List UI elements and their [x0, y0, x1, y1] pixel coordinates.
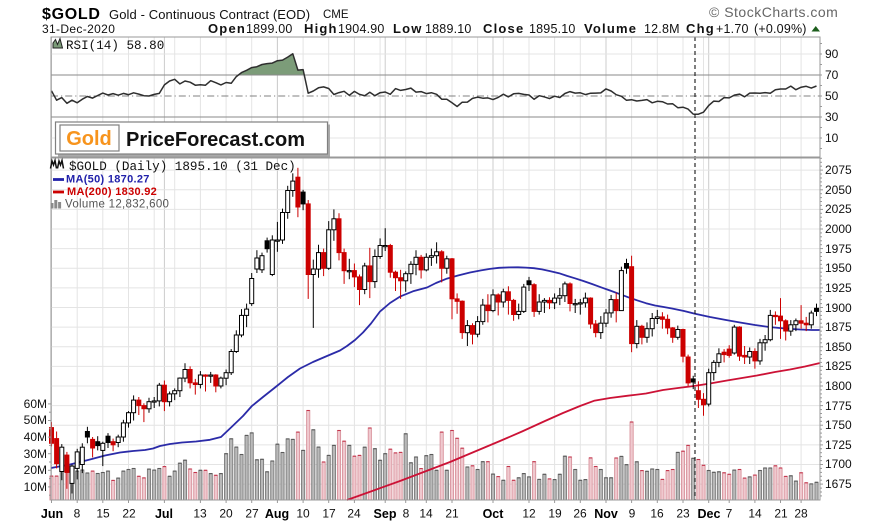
svg-text:50M: 50M: [24, 413, 47, 427]
svg-text:30: 30: [825, 110, 839, 124]
svg-text:1775: 1775: [825, 399, 852, 413]
svg-text:Jul: Jul: [155, 507, 173, 521]
svg-text:12.8M: 12.8M: [644, 22, 680, 36]
svg-text:Dec: Dec: [698, 507, 721, 521]
svg-text:1950: 1950: [825, 261, 852, 275]
svg-text:90: 90: [825, 47, 839, 61]
svg-text:High: High: [304, 21, 338, 36]
svg-text:70: 70: [825, 68, 839, 82]
svg-text:Volume 12,832,600: Volume 12,832,600: [65, 199, 169, 211]
svg-text:22: 22: [122, 507, 136, 521]
svg-text:10M: 10M: [24, 480, 47, 494]
svg-text:21: 21: [774, 507, 788, 521]
svg-text:8: 8: [403, 507, 410, 521]
svg-text:© StockCharts.com: © StockCharts.com: [709, 4, 838, 20]
svg-text:Volume: Volume: [584, 21, 637, 36]
svg-text:MA(50) 1870.27: MA(50) 1870.27: [66, 174, 150, 186]
svg-text:Oct: Oct: [483, 507, 505, 521]
svg-text:20M: 20M: [24, 463, 47, 477]
svg-text:27: 27: [245, 507, 259, 521]
svg-text:Gold - Continuous Contract (EO: Gold - Continuous Contract (EOD): [109, 7, 310, 22]
svg-text:CME: CME: [323, 9, 349, 21]
svg-text:Jun: Jun: [41, 507, 63, 521]
svg-text:1895.10: 1895.10: [529, 22, 576, 36]
svg-text:$GOLD (Daily) 1895.10 (31 Dec): $GOLD (Daily) 1895.10 (31 Dec): [69, 160, 296, 174]
svg-text:28: 28: [794, 507, 808, 521]
svg-text:Nov: Nov: [594, 507, 618, 521]
svg-text:40M: 40M: [24, 430, 47, 444]
svg-text:1750: 1750: [825, 418, 852, 432]
svg-text:1899.00: 1899.00: [246, 22, 293, 36]
svg-text:1800: 1800: [825, 379, 852, 393]
svg-text:12: 12: [522, 507, 536, 521]
svg-text:2075: 2075: [825, 163, 852, 177]
svg-text:(+0.09%): (+0.09%): [754, 22, 807, 36]
svg-text:1904.90: 1904.90: [338, 22, 385, 36]
svg-text:2025: 2025: [825, 202, 852, 216]
svg-text:1975: 1975: [825, 242, 852, 256]
svg-text:50: 50: [825, 89, 839, 103]
svg-text:26: 26: [573, 507, 587, 521]
svg-text:8: 8: [74, 507, 81, 521]
svg-text:1925: 1925: [825, 281, 852, 295]
svg-text:2050: 2050: [825, 183, 852, 197]
svg-text:+1.70: +1.70: [716, 22, 749, 36]
svg-text:1825: 1825: [825, 359, 852, 373]
svg-text:7: 7: [726, 507, 733, 521]
svg-text:Aug: Aug: [265, 507, 289, 521]
svg-text:13: 13: [193, 507, 207, 521]
svg-text:19: 19: [548, 507, 562, 521]
svg-text:10: 10: [825, 131, 839, 145]
svg-text:1889.10: 1889.10: [425, 22, 472, 36]
svg-text:1850: 1850: [825, 340, 852, 354]
svg-text:Chg: Chg: [686, 21, 715, 36]
svg-text:$GOLD: $GOLD: [42, 6, 101, 23]
svg-text:Low: Low: [393, 21, 423, 36]
svg-text:31-Dec-2020: 31-Dec-2020: [42, 22, 115, 36]
svg-text:1700: 1700: [825, 457, 852, 471]
svg-text:Open: Open: [208, 21, 246, 36]
svg-text:9: 9: [629, 507, 636, 521]
svg-text:60M: 60M: [24, 397, 47, 411]
svg-text:PriceForecast.com: PriceForecast.com: [126, 129, 305, 151]
svg-text:Gold: Gold: [66, 128, 112, 150]
svg-text:Sep: Sep: [374, 507, 397, 521]
svg-text:2000: 2000: [825, 222, 852, 236]
svg-text:17: 17: [322, 507, 336, 521]
svg-text:16: 16: [650, 507, 664, 521]
svg-text:RSI(14) 58.80: RSI(14) 58.80: [66, 39, 164, 53]
svg-text:1900: 1900: [825, 301, 852, 315]
svg-text:20: 20: [219, 507, 233, 521]
svg-text:15: 15: [96, 507, 110, 521]
svg-text:30M: 30M: [24, 447, 47, 461]
svg-text:1675: 1675: [825, 477, 852, 491]
svg-text:23: 23: [676, 507, 690, 521]
svg-text:14: 14: [419, 507, 433, 521]
svg-text:Close: Close: [483, 21, 524, 36]
svg-text:MA(200) 1830.92: MA(200) 1830.92: [67, 186, 157, 198]
svg-text:10: 10: [296, 507, 310, 521]
svg-text:14: 14: [748, 507, 762, 521]
svg-text:24: 24: [347, 507, 361, 521]
svg-text:21: 21: [445, 507, 459, 521]
svg-text:1875: 1875: [825, 320, 852, 334]
svg-text:1725: 1725: [825, 438, 852, 452]
